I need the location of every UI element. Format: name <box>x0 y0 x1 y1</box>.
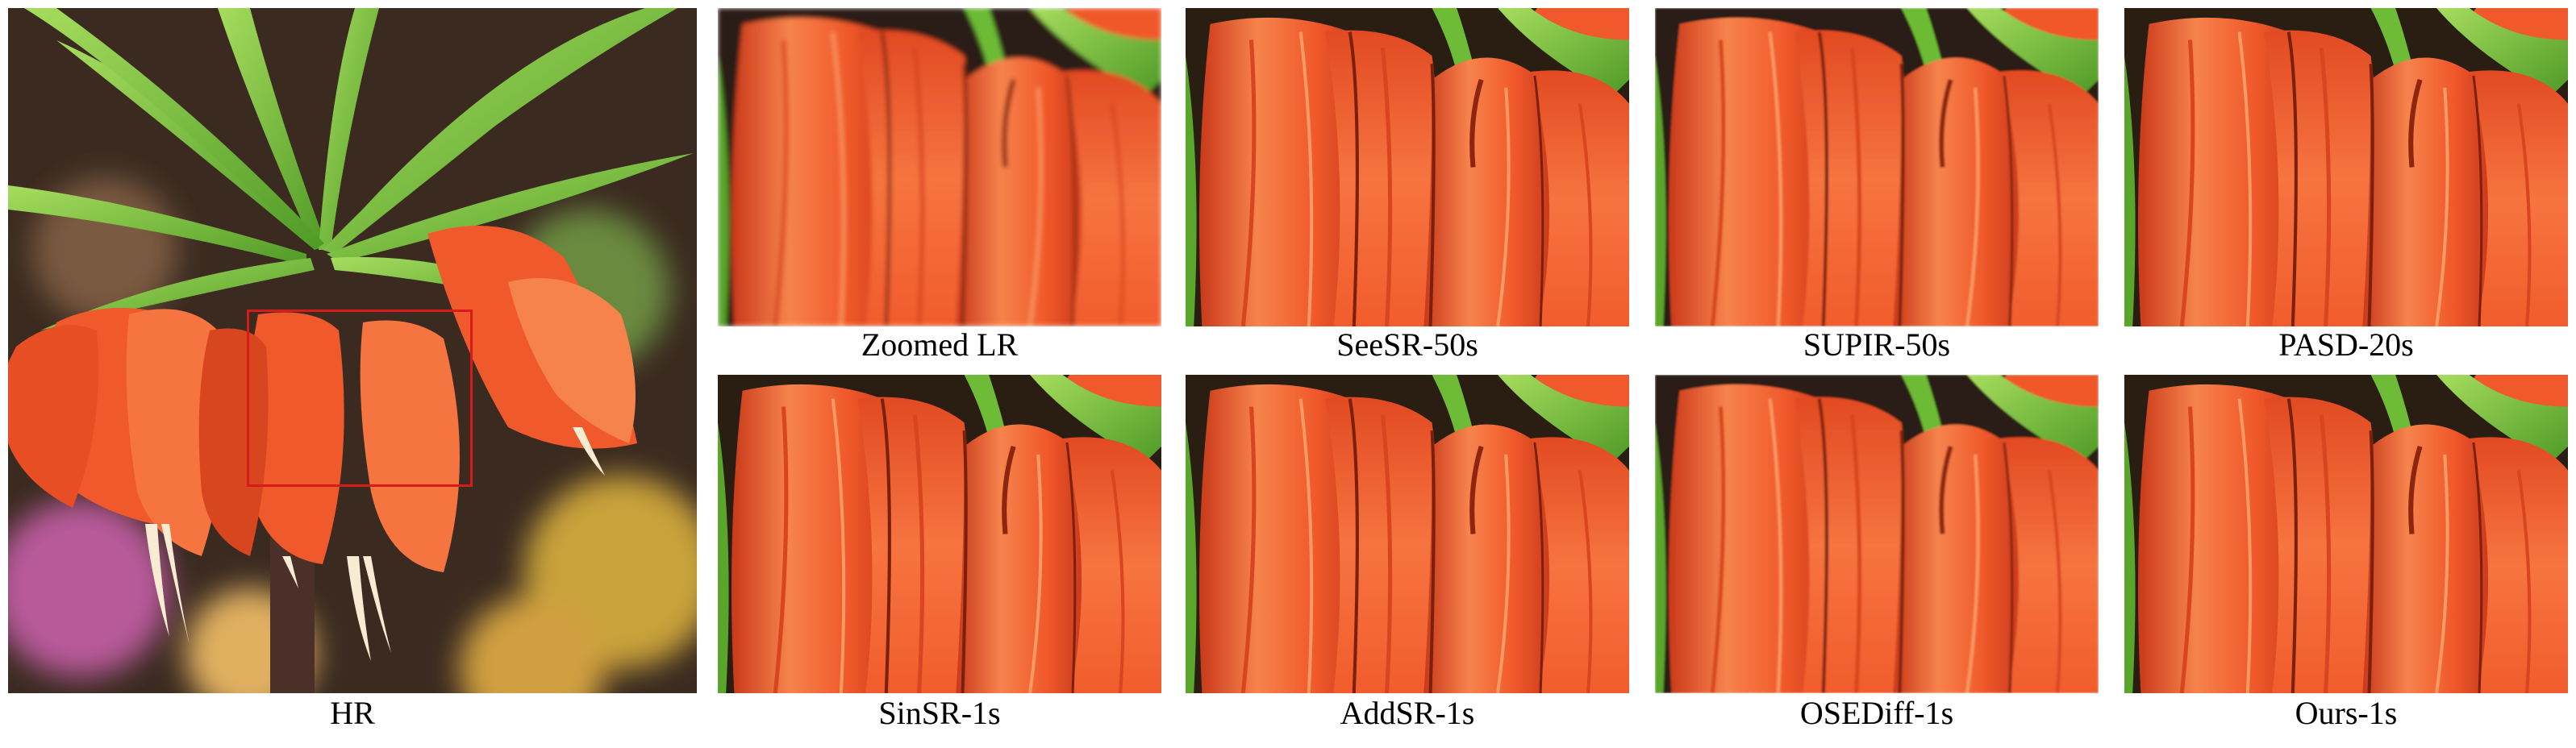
caption-seesr: SeeSR-50s <box>1186 326 1629 364</box>
crop-sinsr <box>718 375 1161 693</box>
crop-pasd <box>2124 8 2568 326</box>
crop-seesr <box>1186 8 1629 326</box>
caption-osediff: OSEDiff-1s <box>1655 695 2099 732</box>
crop-addsr <box>1186 375 1629 693</box>
roi-box <box>247 310 473 487</box>
crop-osediff <box>1655 375 2099 693</box>
caption-zoomed-lr: Zoomed LR <box>718 326 1161 364</box>
hr-image <box>8 8 697 693</box>
caption-supir: SUPIR-50s <box>1655 326 2099 364</box>
caption-addsr: AddSR-1s <box>1186 695 1629 732</box>
crop-supir <box>1655 8 2099 326</box>
caption-sinsr: SinSR-1s <box>718 695 1161 732</box>
crop-ours <box>2124 375 2568 693</box>
crop-zoomed-lr <box>718 8 1161 326</box>
caption-pasd: PASD-20s <box>2124 326 2568 364</box>
caption-ours: Ours-1s <box>2124 695 2568 732</box>
caption-hr: HR <box>8 695 697 732</box>
